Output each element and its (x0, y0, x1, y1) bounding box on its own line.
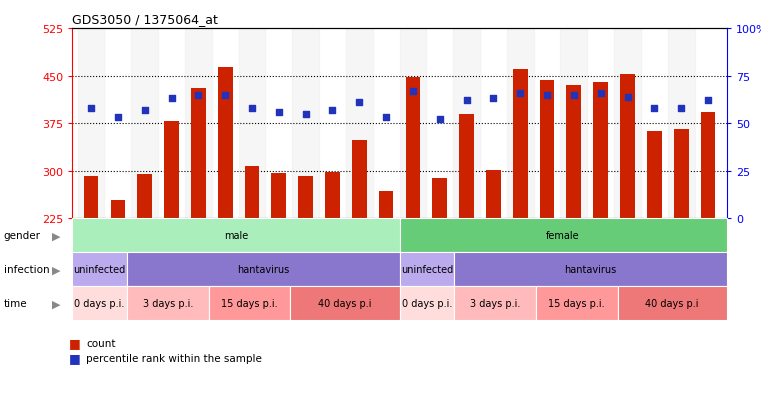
Text: ■: ■ (68, 351, 80, 364)
Point (648, 105, 661, 112)
Text: 0 days p.i.: 0 days p.i. (402, 299, 452, 309)
Point (594, 90, 607, 97)
Point (272, 109, 285, 116)
Bar (244, 167, 260, 219)
Text: 15 days p.i.: 15 days p.i. (221, 299, 278, 309)
Text: percentile rank within the sample: percentile rank within the sample (86, 353, 262, 363)
Bar (400, 29, 426, 219)
Bar (191, 89, 205, 219)
Point (353, 100, 365, 106)
Text: uninfected: uninfected (74, 265, 126, 275)
Bar (594, 83, 608, 219)
Text: male: male (224, 231, 248, 241)
Bar (513, 70, 527, 219)
Bar (673, 130, 689, 219)
Text: ▶: ▶ (52, 299, 60, 309)
Text: GDS3050 / 1375064_at: GDS3050 / 1375064_at (72, 13, 218, 26)
Bar (614, 29, 641, 219)
Bar (453, 29, 480, 219)
Bar (132, 29, 158, 219)
Point (460, 98, 473, 104)
Bar (78, 29, 104, 219)
Text: 40 days p.i: 40 days p.i (318, 299, 371, 309)
Bar (406, 78, 420, 219)
Text: ▶: ▶ (52, 265, 60, 275)
Point (246, 105, 258, 112)
Point (407, 88, 419, 95)
Point (380, 115, 392, 121)
Bar (667, 29, 695, 219)
Text: 3 days p.i.: 3 days p.i. (142, 299, 193, 309)
Bar (352, 140, 367, 219)
Point (487, 96, 499, 102)
Point (622, 94, 634, 101)
Point (514, 90, 527, 97)
Bar (560, 29, 587, 219)
Bar (647, 132, 662, 219)
Text: hantavirus: hantavirus (237, 265, 289, 275)
Bar (432, 178, 447, 219)
Point (300, 111, 312, 118)
Text: 15 days p.i.: 15 days p.i. (549, 299, 605, 309)
Bar (164, 122, 179, 219)
Point (326, 107, 339, 114)
Bar (701, 113, 715, 219)
Bar (110, 201, 126, 219)
Text: female: female (546, 231, 580, 241)
Point (165, 96, 177, 102)
Point (541, 92, 553, 99)
Point (139, 107, 151, 114)
Point (219, 92, 231, 99)
Point (702, 98, 714, 104)
Bar (272, 173, 286, 219)
Bar (566, 86, 581, 219)
Point (434, 117, 446, 123)
Bar (84, 176, 98, 219)
Text: gender: gender (4, 231, 41, 241)
Bar (346, 29, 373, 219)
Text: uninfected: uninfected (401, 265, 453, 275)
Bar (292, 29, 319, 219)
Point (568, 92, 580, 99)
Text: count: count (86, 338, 116, 348)
Bar (459, 114, 474, 219)
Text: hantavirus: hantavirus (565, 265, 616, 275)
Text: ■: ■ (68, 337, 80, 350)
Text: 0 days p.i.: 0 days p.i. (75, 299, 125, 309)
Point (85, 105, 97, 112)
Bar (298, 176, 313, 219)
Point (193, 92, 205, 99)
Point (112, 115, 124, 121)
Text: 3 days p.i.: 3 days p.i. (470, 299, 521, 309)
Bar (507, 29, 533, 219)
Bar (379, 192, 393, 219)
Bar (239, 29, 266, 219)
Bar (218, 68, 233, 219)
Text: infection: infection (4, 265, 49, 275)
Bar (137, 175, 152, 219)
Text: ▶: ▶ (52, 231, 60, 241)
Text: time: time (4, 299, 27, 309)
Bar (325, 173, 340, 219)
Point (675, 105, 687, 112)
Bar (620, 74, 635, 219)
Bar (185, 29, 212, 219)
Text: 40 days p.i: 40 days p.i (645, 299, 699, 309)
Bar (486, 170, 501, 219)
Bar (540, 81, 555, 219)
